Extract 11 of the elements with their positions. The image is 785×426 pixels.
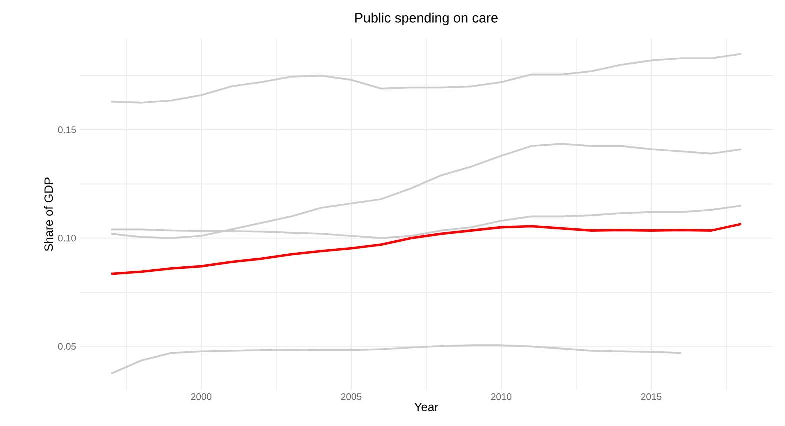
y-tick-label: 0.05 — [58, 343, 76, 350]
y-tick-label: 0.10 — [58, 234, 76, 242]
x-axis-title: Year — [414, 403, 438, 412]
chart-title: Public spending on care — [356, 12, 498, 26]
y-axis-title: Share of GDP — [44, 178, 54, 252]
x-tick-label: 2010 — [491, 394, 512, 400]
line-series — [110, 53, 742, 104]
x-tick-label: 2005 — [341, 394, 362, 400]
x-tick-label: 2015 — [641, 394, 662, 400]
x-tick-label: 2000 — [191, 394, 212, 400]
y-tick-label: 0.15 — [58, 126, 76, 134]
